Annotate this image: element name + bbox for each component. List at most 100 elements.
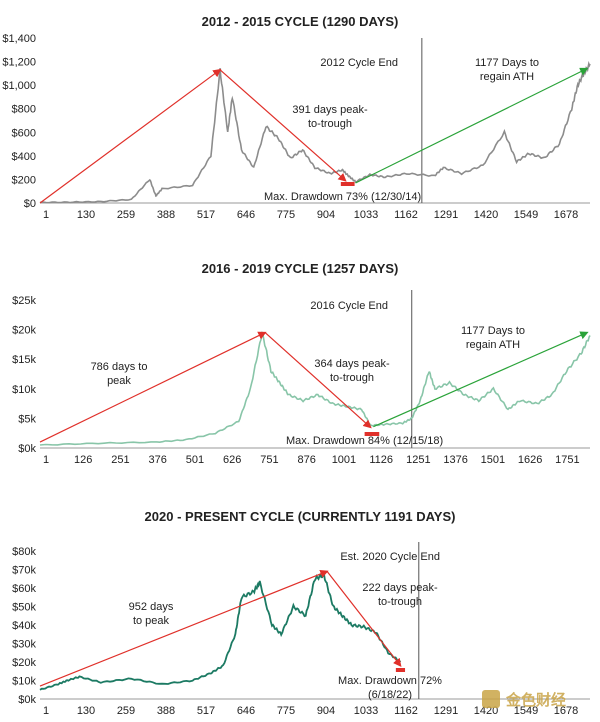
x-tick-label: 646 (237, 209, 255, 221)
panel-2016-cycle: 2016 - 2019 CYCLE (1257 DAYS) $0k $5k $10k… (12, 261, 591, 466)
x-tick-label: 1376 (443, 454, 467, 466)
y-tick-label: $25k (12, 295, 36, 307)
x-tick-label: 1001 (332, 454, 356, 466)
x-tick-label: 1 (43, 705, 49, 717)
x-tick-label: 646 (237, 705, 255, 717)
x-tick-label: 775 (277, 209, 295, 221)
y-tick-label: $1,000 (2, 80, 36, 92)
x-tick-label: 1420 (474, 209, 498, 221)
x-tick-label: 126 (74, 454, 92, 466)
drawdown-label-line1: Max. Drawdown 72% (338, 675, 442, 687)
x-axis-ticks: 1 130 259 388 517 646 775 904 1033 1162 1291 1420 15… (43, 705, 578, 717)
trend-arrow (219, 69, 347, 182)
x-tick-label: 1033 (354, 209, 378, 221)
recovery-label-line2: regain ATH (466, 339, 520, 351)
trend-arrow (39, 68, 222, 204)
x-tick-label: 130 (77, 209, 95, 221)
peak-label-line1: 786 days to (91, 361, 148, 373)
price-line (39, 60, 591, 204)
y-tick-label: $1,400 (2, 33, 36, 45)
y-axis-ticks: $0k $5k $10k $15k $20k $25k (12, 295, 36, 455)
x-tick-label: 388 (157, 209, 175, 221)
y-tick-label: $30k (12, 639, 36, 651)
arrows (39, 331, 589, 443)
arrows (39, 569, 402, 687)
y-tick-label: $80k (12, 546, 36, 558)
x-tick-label: 1291 (434, 209, 458, 221)
peak-to-trough-label-line2: to-trough (378, 596, 422, 608)
y-tick-label: $200 (12, 174, 36, 186)
drawdown-marker (340, 182, 355, 186)
panel-2020-cycle: 2020 - PRESENT CYCLE (CURRENTLY 1191 DAY… (12, 509, 590, 717)
y-tick-label: $15k (12, 354, 36, 366)
x-tick-label: 1678 (554, 209, 578, 221)
trend-arrow (264, 332, 372, 429)
x-tick-label: 1251 (406, 454, 430, 466)
peak-to-trough-label-line1: 222 days peak- (362, 582, 438, 594)
trend-arrow (326, 570, 402, 668)
peak-to-trough-label-line1: 364 days peak- (314, 358, 390, 370)
y-tick-label: $40k (12, 620, 36, 632)
cycle-end-label: 2012 Cycle End (320, 57, 398, 69)
watermark-logo-icon (482, 690, 500, 708)
watermark: 金色财经 (482, 690, 566, 709)
x-tick-label: 259 (117, 705, 135, 717)
watermark-text: 金色财经 (505, 691, 566, 709)
x-tick-label: 1626 (518, 454, 542, 466)
cycle-end-label: Est. 2020 Cycle End (340, 551, 440, 563)
trend-arrow (39, 569, 329, 687)
x-tick-label: 517 (197, 209, 215, 221)
y-axis-ticks: $0k $10k $20k $30k $40k $50k $60k $70k $80k (12, 546, 36, 706)
chart-title: 2016 - 2019 CYCLE (1257 DAYS) (202, 261, 399, 276)
x-tick-label: 1162 (394, 705, 418, 717)
chart-title: 2012 - 2015 CYCLE (1290 DAYS) (202, 14, 399, 29)
x-tick-label: 904 (317, 705, 335, 717)
y-axis-ticks: $0 $200 $400 $600 $800 $1,000 $1,200 $1,400 (2, 33, 36, 210)
x-tick-label: 626 (223, 454, 241, 466)
drawdown-label: Max. Drawdown 73% (12/30/14) (264, 191, 421, 203)
chart-title: 2020 - PRESENT CYCLE (CURRENTLY 1191 DAY… (145, 509, 456, 524)
peak-label-line2: to peak (133, 615, 170, 627)
trend-arrow (373, 331, 589, 428)
x-tick-label: 1501 (481, 454, 505, 466)
x-tick-label: 501 (186, 454, 204, 466)
y-tick-label: $0k (18, 443, 36, 455)
x-tick-label: 1126 (369, 454, 393, 466)
trend-arrow (39, 331, 267, 443)
x-tick-label: 130 (77, 705, 95, 717)
y-tick-label: $10k (12, 384, 36, 396)
y-tick-label: $20k (12, 325, 36, 337)
trend-arrow (355, 67, 589, 184)
x-tick-label: 1549 (514, 705, 538, 717)
x-tick-label: 376 (149, 454, 167, 466)
x-tick-label: 1291 (434, 705, 458, 717)
x-tick-label: 876 (298, 454, 316, 466)
x-axis-ticks: 1 126 251 376 501 626 751 876 1001 1126 1251 1376 15… (43, 454, 580, 466)
x-tick-label: 259 (117, 209, 135, 221)
peak-label-line2: peak (107, 375, 131, 387)
x-tick-label: 517 (197, 705, 215, 717)
recovery-label-line1: 1177 Days to (475, 57, 539, 69)
y-tick-label: $800 (12, 104, 36, 116)
peak-to-trough-label-line2: to-trough (330, 372, 374, 384)
drawdown-marker (395, 668, 406, 672)
x-tick-label: 751 (260, 454, 278, 466)
drawdown-label-line2: (6/18/22) (368, 689, 412, 701)
x-tick-label: 1033 (354, 705, 378, 717)
peak-to-trough-label-line2: to-trough (308, 118, 352, 130)
x-axis-ticks: 1 130 259 388 517 646 775 904 1033 1162 1291 1420 15… (43, 209, 578, 221)
x-tick-label: 1162 (394, 209, 418, 221)
x-tick-label: 1751 (555, 454, 579, 466)
drawdown-label: Max. Drawdown 84% (12/15/18) (286, 435, 443, 447)
y-tick-label: $400 (12, 151, 36, 163)
peak-to-trough-label-line1: 391 days peak- (292, 104, 368, 116)
y-tick-label: $60k (12, 583, 36, 595)
x-tick-label: 1678 (554, 705, 578, 717)
x-tick-label: 1 (43, 209, 49, 221)
drawdown-marker (364, 432, 380, 436)
x-tick-label: 388 (157, 705, 175, 717)
x-tick-label: 1549 (514, 209, 538, 221)
y-tick-label: $20k (12, 657, 36, 669)
x-tick-label: 1 (43, 454, 49, 466)
